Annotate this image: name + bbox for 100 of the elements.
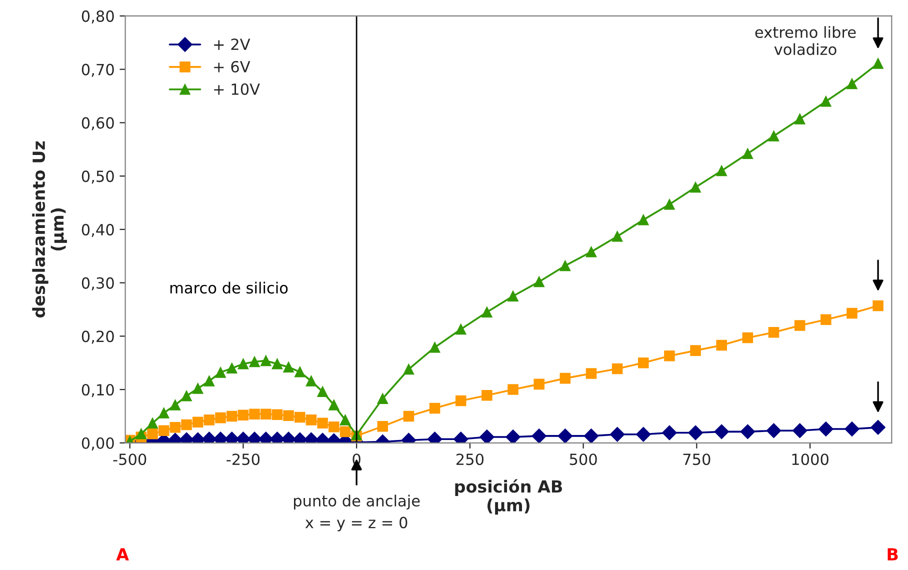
point bbox=[586, 368, 597, 379]
point bbox=[403, 410, 414, 422]
y-tick-label: 0,30 bbox=[82, 277, 114, 290]
point bbox=[586, 246, 597, 258]
y-tick-label: 0,50 bbox=[82, 170, 114, 184]
point bbox=[181, 419, 192, 430]
point bbox=[688, 425, 703, 440]
y-tick-label: 0,00 bbox=[82, 437, 114, 450]
point bbox=[226, 362, 238, 374]
point bbox=[794, 114, 806, 124]
point bbox=[272, 409, 283, 420]
y-tick-label: 0,40 bbox=[82, 224, 114, 238]
point bbox=[768, 130, 780, 142]
point bbox=[820, 96, 832, 107]
point bbox=[215, 367, 226, 378]
point bbox=[612, 230, 623, 242]
point bbox=[716, 165, 727, 176]
point bbox=[429, 402, 440, 414]
point bbox=[158, 425, 170, 436]
y-tick-label: 0,70 bbox=[82, 64, 114, 77]
point bbox=[638, 214, 649, 226]
point bbox=[742, 332, 754, 344]
point bbox=[560, 372, 571, 384]
annotation: marco de silicio bbox=[170, 282, 288, 294]
point bbox=[612, 363, 623, 374]
point bbox=[716, 340, 727, 351]
point bbox=[820, 314, 832, 325]
text: punto de anclaje x = y = z = 0 bbox=[294, 494, 420, 532]
legend-label: + 2V bbox=[214, 38, 250, 50]
point bbox=[403, 364, 414, 375]
point bbox=[846, 78, 858, 90]
point bbox=[584, 428, 599, 443]
point bbox=[794, 320, 806, 331]
point bbox=[872, 58, 884, 69]
point bbox=[249, 356, 260, 368]
point bbox=[506, 430, 520, 443]
legend-label: + 6V bbox=[214, 60, 250, 72]
point bbox=[377, 420, 388, 432]
x-axis-title: posición AB (µm) bbox=[455, 479, 562, 515]
y-axis-title: desplazamiento Uz (µm) bbox=[32, 141, 67, 318]
point bbox=[534, 378, 544, 390]
point bbox=[508, 384, 518, 395]
point bbox=[482, 306, 492, 318]
point bbox=[170, 422, 181, 433]
y-tick-label: 0,20 bbox=[82, 330, 114, 344]
point bbox=[328, 400, 340, 410]
x-tick-label: -250 bbox=[226, 454, 260, 466]
point bbox=[377, 393, 388, 404]
point bbox=[766, 423, 782, 438]
point bbox=[429, 342, 440, 353]
x-tick-label: 500 bbox=[570, 454, 597, 466]
point bbox=[870, 420, 886, 435]
text: B bbox=[888, 548, 898, 560]
point bbox=[610, 426, 625, 442]
point bbox=[170, 400, 181, 410]
point bbox=[317, 418, 328, 429]
point bbox=[283, 410, 294, 422]
point bbox=[558, 428, 573, 443]
point bbox=[664, 350, 675, 362]
point bbox=[690, 182, 701, 193]
point bbox=[664, 198, 675, 210]
point bbox=[560, 260, 571, 272]
point bbox=[147, 418, 158, 429]
point bbox=[846, 308, 858, 319]
point bbox=[317, 386, 328, 398]
point bbox=[204, 414, 215, 426]
point bbox=[192, 383, 204, 394]
point bbox=[662, 425, 677, 440]
annotation: extremo libre voladizo bbox=[755, 26, 856, 56]
point bbox=[534, 276, 544, 288]
text: A bbox=[116, 548, 129, 560]
x-tick-label: 750 bbox=[683, 454, 710, 466]
point bbox=[306, 376, 317, 386]
point bbox=[181, 390, 192, 402]
point bbox=[740, 424, 756, 440]
y-tick-label: 0,10 bbox=[82, 384, 114, 398]
point bbox=[260, 408, 272, 420]
point bbox=[238, 410, 249, 421]
x-tick-label: 1000 bbox=[792, 454, 828, 466]
y-tick-label: 0,80 bbox=[82, 10, 114, 24]
point bbox=[742, 148, 754, 160]
point bbox=[306, 414, 317, 426]
point bbox=[294, 412, 306, 423]
y-tick-label: 0,60 bbox=[82, 117, 114, 130]
point bbox=[455, 395, 466, 406]
point bbox=[844, 422, 860, 436]
point bbox=[792, 423, 808, 438]
point bbox=[136, 428, 147, 440]
point bbox=[204, 376, 215, 386]
point bbox=[158, 408, 170, 418]
point bbox=[260, 355, 272, 366]
x-tick-label: 250 bbox=[456, 454, 484, 466]
point bbox=[532, 428, 546, 443]
point bbox=[714, 424, 729, 440]
point bbox=[226, 410, 238, 422]
point bbox=[147, 428, 158, 440]
legend-label: + 10V bbox=[214, 83, 260, 95]
point bbox=[283, 362, 294, 372]
point bbox=[340, 426, 351, 438]
point bbox=[818, 422, 834, 436]
